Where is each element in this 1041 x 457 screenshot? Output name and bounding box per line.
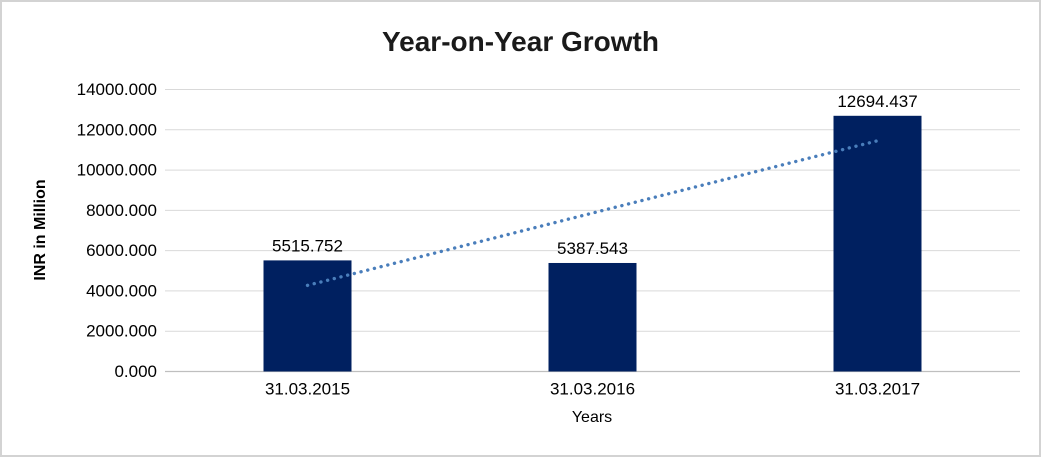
data-label: 5387.543 <box>557 239 628 258</box>
y-tick-label: 0.000 <box>114 362 157 381</box>
chart-title: Year-on-Year Growth <box>382 26 659 57</box>
y-tick-label: 14000.000 <box>77 80 157 99</box>
y-tick-label: 2000.000 <box>86 322 157 341</box>
y-tick-label: 8000.000 <box>86 201 157 220</box>
trendline <box>305 139 880 288</box>
x-axis-title: Years <box>571 409 613 426</box>
y-tick-label: 12000.000 <box>77 120 157 139</box>
data-label: 5515.752 <box>272 236 343 255</box>
y-tick-label: 4000.000 <box>86 281 157 300</box>
data-label: 12694.437 <box>837 92 917 111</box>
y-tick-label: 6000.000 <box>86 241 157 260</box>
bar-31.03.2015 <box>263 260 352 372</box>
bar-31.03.2016 <box>548 262 637 372</box>
x-tick-label: 31.03.2016 <box>550 380 635 399</box>
x-tick-label: 31.03.2015 <box>265 380 350 399</box>
y-tick-label: 10000.000 <box>77 161 157 180</box>
bar-31.03.2017 <box>833 115 922 372</box>
x-tick-label: 31.03.2017 <box>835 380 920 399</box>
